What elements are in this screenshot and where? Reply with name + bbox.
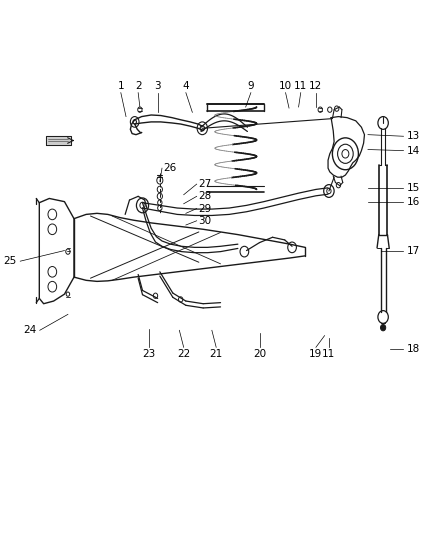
Text: 27: 27	[198, 179, 211, 189]
Text: 24: 24	[23, 325, 36, 335]
Text: 29: 29	[198, 204, 211, 214]
Text: 10: 10	[279, 81, 292, 91]
Text: 4: 4	[183, 81, 189, 91]
Text: 9: 9	[247, 81, 254, 91]
Text: 15: 15	[407, 183, 420, 193]
Text: 19: 19	[309, 349, 322, 359]
Text: 14: 14	[407, 146, 420, 156]
Text: 21: 21	[209, 349, 223, 359]
Text: 17: 17	[407, 246, 420, 255]
Text: 13: 13	[407, 131, 420, 141]
Text: 16: 16	[407, 197, 420, 207]
Text: 3: 3	[154, 81, 161, 91]
Text: 12: 12	[309, 81, 322, 91]
Text: 28: 28	[198, 191, 211, 201]
Polygon shape	[46, 136, 71, 146]
Text: 1: 1	[117, 81, 124, 91]
Text: 20: 20	[253, 349, 266, 359]
Text: 22: 22	[177, 349, 190, 359]
Text: 2: 2	[135, 81, 141, 91]
Text: 23: 23	[142, 349, 155, 359]
Text: 11: 11	[322, 349, 336, 359]
Text: 30: 30	[198, 216, 211, 226]
Text: 25: 25	[4, 256, 17, 266]
Text: 18: 18	[407, 344, 420, 354]
Text: 26: 26	[163, 163, 177, 173]
Circle shape	[381, 325, 386, 331]
Text: 11: 11	[294, 81, 307, 91]
